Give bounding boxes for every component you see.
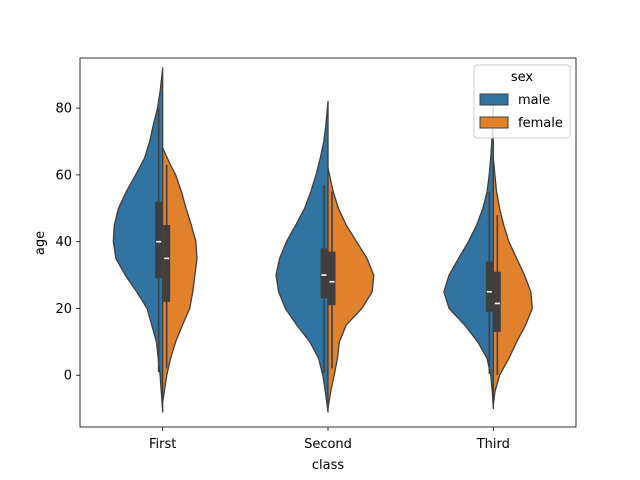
y-tick-label-60: 60 (55, 168, 72, 183)
y-tick-label-80: 80 (55, 102, 72, 117)
x-axis: First Second Third (149, 427, 510, 452)
violin-female-first (162, 147, 198, 403)
y-axis-label: age (33, 231, 48, 255)
legend-swatch-male (479, 93, 509, 106)
plot-area (112, 67, 533, 413)
iqr-box-male-third (485, 261, 493, 312)
iqr-box-female-second (328, 251, 336, 306)
legend: sex male female (473, 64, 571, 139)
violin-female-second (327, 167, 375, 410)
iqr-box-male-first (155, 201, 163, 279)
y-tick-label-20: 20 (55, 302, 72, 317)
legend-title: sex (511, 70, 534, 85)
x-tick-label-third: Third (476, 437, 510, 452)
x-tick-label-first: First (149, 437, 176, 452)
x-axis-label: class (312, 458, 344, 473)
y-tick-label-0: 0 (64, 369, 72, 384)
x-tick-label-second: Second (304, 437, 352, 452)
legend-swatch-female (479, 116, 509, 129)
legend-label-male: male (518, 93, 550, 108)
iqr-box-female-first (163, 224, 171, 302)
violin-male-first (112, 67, 164, 413)
iqr-box-female-third (493, 271, 501, 332)
y-axis: 0 20 40 60 80 (55, 102, 80, 384)
y-tick-label-40: 40 (55, 235, 72, 250)
violin-female-third (492, 157, 533, 406)
violin-male-second (275, 100, 329, 413)
legend-label-female: female (518, 116, 563, 131)
iqr-box-male-second (320, 248, 328, 299)
